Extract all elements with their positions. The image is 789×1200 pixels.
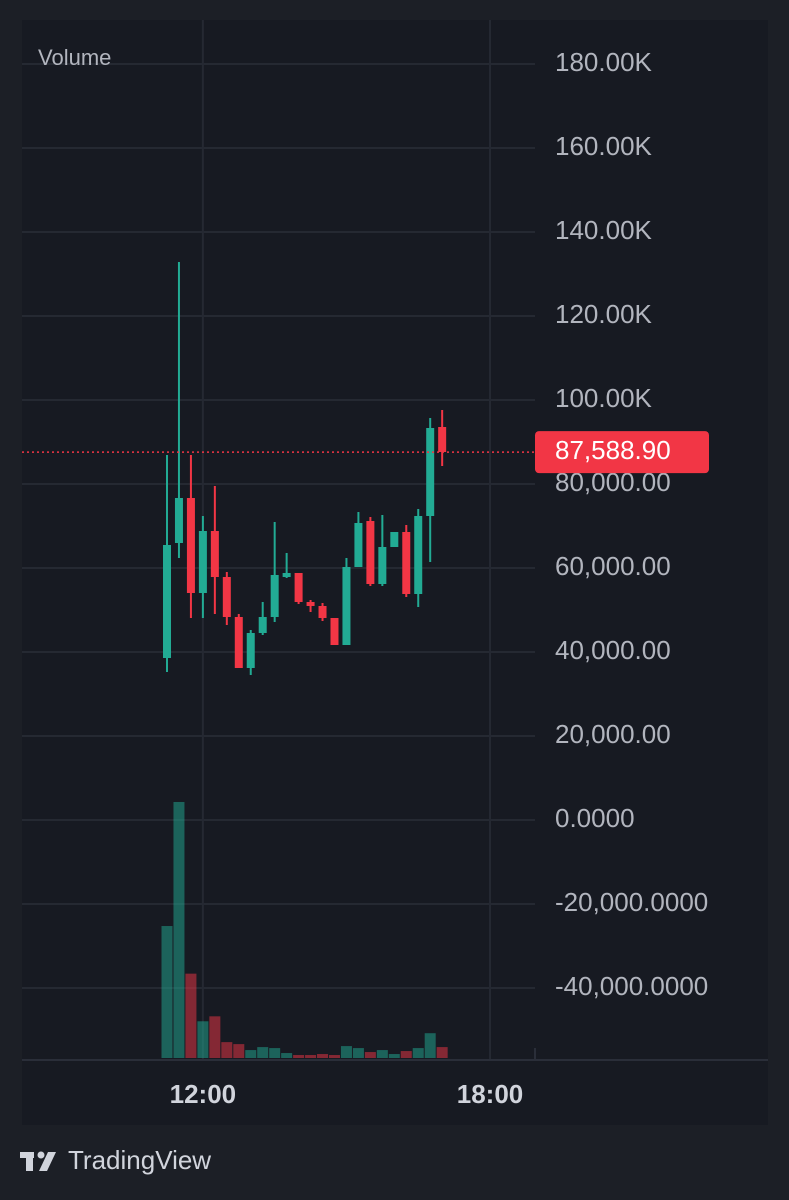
volume-bar [269,1048,281,1058]
brand-logo [20,1151,56,1171]
volume-bar [388,1054,400,1058]
x-tick-label: 12:00 [170,1079,237,1109]
candle-body [414,515,423,594]
candle-body [390,532,399,547]
candle-body [198,530,207,593]
volume-bar [364,1052,376,1058]
y-tick-label: 160.00K [555,131,653,161]
volume-bar [352,1048,364,1058]
candle-body [438,427,447,452]
candle-body [426,428,435,516]
volume-bar [412,1048,424,1058]
candle-body [222,576,231,618]
candle-body [270,575,279,618]
candle-body [210,530,219,577]
volume-bar [257,1047,269,1058]
y-tick-label: 120.00K [555,299,653,329]
y-tick-label: 20,000.00 [555,719,671,749]
candle-body [162,545,171,659]
y-tick-label: 40,000.00 [555,635,671,665]
brand-name: TradingView [68,1145,211,1175]
candle-body [330,618,339,645]
volume-bar [197,1021,209,1058]
volume-bar [233,1044,245,1058]
volume-bar [400,1051,412,1058]
candle-body [174,497,183,544]
volume-bar [328,1055,340,1058]
y-tick-label: -40,000.0000 [555,971,708,1001]
candle-body [354,523,363,567]
y-tick-label: 0.0000 [555,803,635,833]
marks [22,261,535,1058]
volume-bar [340,1046,352,1058]
volume-bar [209,1016,221,1058]
candle-body [378,546,387,585]
candle-body [258,617,267,633]
candle-body [402,532,411,594]
volume-bar [173,801,185,1058]
volume-bar [424,1033,436,1058]
volume-bar [293,1055,305,1058]
x-tick-label: 18:00 [457,1079,524,1109]
candle-body [366,521,375,585]
y-tick-label: 140.00K [555,215,653,245]
volume-bar [305,1055,317,1058]
candle-body [246,632,255,669]
volume-bar [317,1054,329,1058]
grid [22,20,535,1060]
candle-body [306,601,315,607]
candle-body [282,572,291,577]
candle-body [342,566,351,645]
candle-body [318,606,327,619]
candle-body [186,497,195,593]
volume-bar [376,1050,388,1058]
volume-bar [281,1053,293,1058]
labels: 180.00K160.00K140.00K120.00K100.00K80,00… [170,47,709,1109]
volume-legend: Volume [38,45,111,70]
y-tick-label: 100.00K [555,383,653,413]
y-tick-label: 60,000.00 [555,551,671,581]
y-tick-label: -20,000.0000 [555,887,708,917]
volume-bar [161,926,173,1058]
last-price-label: 87,588.90 [555,435,671,465]
candle-body [294,572,303,602]
chart-panel [22,20,768,1125]
y-tick-label: 180.00K [555,47,653,77]
volume-bar [185,973,197,1058]
volume-bar [245,1050,257,1058]
volume-bar [221,1042,233,1058]
last-price-box [535,431,709,474]
volume-bar [436,1047,448,1058]
candle-body [234,617,243,669]
